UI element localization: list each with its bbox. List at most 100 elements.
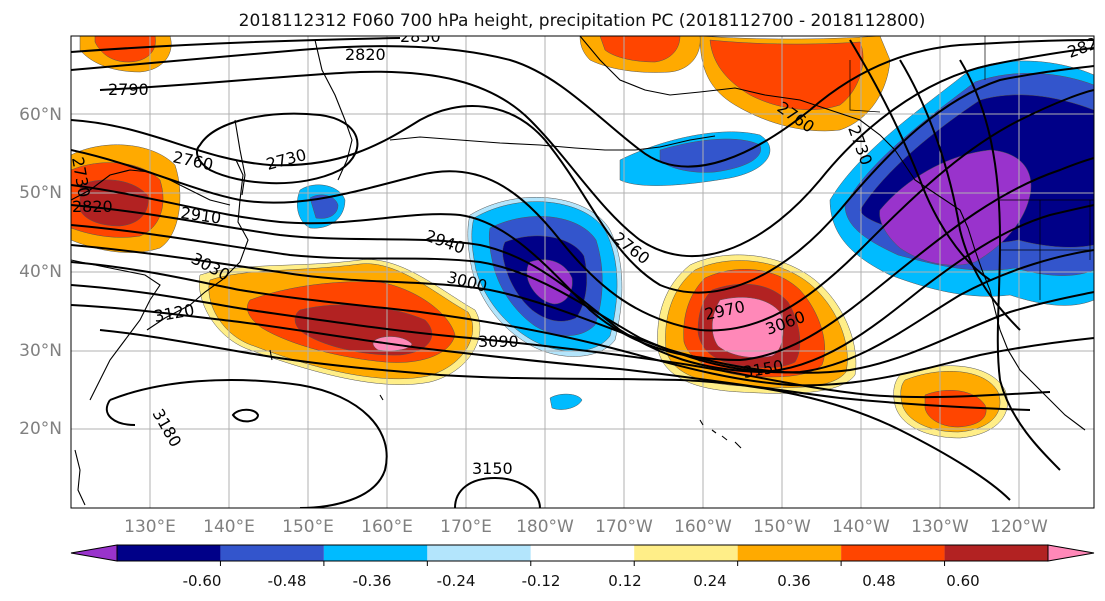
- negative-anomaly-small-blue: [309, 194, 339, 219]
- contour-3150-ring-south: [454, 476, 541, 508]
- contour-2820: [71, 39, 1094, 168]
- coast-state-borders: [1000, 199, 1094, 300]
- contour-label-2820: 2820: [345, 45, 386, 64]
- contour-label-3150-south: 3150: [472, 459, 513, 478]
- map-frame: [70, 35, 1095, 509]
- contour-label-3090: 3090: [478, 332, 519, 351]
- lat-label-30n: 30°N: [19, 341, 62, 361]
- coast-alaska: [579, 36, 896, 151]
- contour-2820b: [71, 89, 1094, 332]
- contour-label-2790: 2790: [108, 80, 149, 99]
- coast-aleutians: [389, 135, 716, 151]
- colorbar-cells: [70, 544, 1095, 562]
- contour-3090: [71, 284, 1051, 399]
- colorbar-ticks: [219, 561, 946, 566]
- contour-3180-ring: [105, 379, 388, 508]
- lat-label-60n: 60°N: [19, 105, 62, 125]
- contour-2730-ring: [196, 112, 359, 185]
- contour-2790: [99, 47, 1094, 257]
- colorbar: -0.60 -0.48 -0.36 -0.24 -0.12 0.12 0.24 …: [70, 544, 1095, 590]
- colorbar-label: -0.24: [437, 572, 476, 590]
- contour-small-ring: [231, 408, 260, 423]
- lon-label-170w: 170°W: [595, 517, 653, 537]
- lon-label-160w: 160°W: [674, 517, 732, 537]
- colorbar-outline: [116, 544, 1049, 562]
- colorbar-label: -0.48: [268, 572, 307, 590]
- lat-label-50n: 50°N: [19, 183, 62, 203]
- positive-anomaly-alaska: [699, 36, 891, 132]
- contour-2850: [71, 37, 401, 53]
- contour-2760a: [71, 65, 1094, 294]
- colorbar-cell: [944, 545, 1048, 561]
- coast-kamchatka: [314, 39, 353, 181]
- contour-2910: [71, 204, 1094, 374]
- colorbar-label: -0.12: [522, 572, 561, 590]
- contour-label-2850: 2850: [400, 27, 441, 46]
- lon-label-130e: 130°E: [124, 517, 176, 537]
- colorbar-labels: -0.60 -0.48 -0.36 -0.24 -0.12 0.12 0.24 …: [183, 572, 980, 590]
- coast-islands: [74, 349, 384, 506]
- colorbar-cell: [530, 545, 635, 561]
- coast-sakhalin: [234, 119, 246, 196]
- lon-label-130w: 130°W: [911, 517, 969, 537]
- colorbar-label: 0.12: [608, 572, 641, 590]
- contour-east-trough: [959, 59, 1061, 471]
- contour-3120: [71, 304, 1031, 411]
- map-title: 2018112312 F060 700 hPa height, precipit…: [239, 11, 926, 31]
- colorbar-cell: [117, 545, 221, 561]
- lon-label-170e: 170°E: [440, 517, 492, 537]
- colorbar-label: -0.60: [183, 572, 222, 590]
- map-panel: 2850 2820 2790 2760 2730 2910 3030 2940 …: [68, 27, 1095, 509]
- colorbar-label: 0.24: [693, 572, 726, 590]
- contour-label-2820-w: 2820: [72, 197, 113, 216]
- contour-mid-low: [849, 39, 991, 281]
- lat-label-40n: 40°N: [19, 262, 62, 282]
- colorbar-label: 0.60: [946, 572, 979, 590]
- positive-anomaly-west: [71, 144, 181, 253]
- positive-anomaly-north-redorange: [599, 36, 681, 63]
- colorbar-cell: [427, 545, 531, 561]
- lon-label-140w: 140°W: [832, 517, 890, 537]
- negative-anomaly-tiny: [549, 393, 583, 410]
- positive-anomaly-pacific-pink: [712, 297, 784, 358]
- lon-label-150w: 150°W: [753, 517, 811, 537]
- colorbar-cell: [323, 545, 428, 561]
- colorbar-cell: [737, 545, 842, 561]
- longitude-labels: 130°E 140°E 150°E 160°E 170°E 180°W 170°…: [124, 517, 1048, 537]
- contour-3000: [71, 244, 1094, 374]
- negative-anomaly-alaska: [619, 131, 771, 186]
- lat-label-20n: 20°N: [19, 419, 62, 439]
- map-content: 2850 2820 2790 2760 2730 2910 3030 2940 …: [68, 27, 1094, 508]
- latitude-labels: 60°N 50°N 40°N 30°N 20°N: [19, 105, 62, 439]
- positive-anomaly-alaska-redorange: [709, 39, 864, 110]
- colorbar-label: 0.48: [862, 572, 895, 590]
- colorbar-label: -0.36: [353, 572, 392, 590]
- coast-north-america: [894, 149, 1086, 431]
- lon-label-120w: 120°W: [990, 517, 1048, 537]
- colorbar-cell: [220, 545, 324, 561]
- coast-japan: [146, 159, 249, 331]
- contour-label-2730-w: 2730: [68, 155, 94, 198]
- positive-anomaly-west-darkred: [79, 179, 149, 227]
- colorbar-cell: [634, 545, 738, 561]
- colorbar-extend-min: [70, 544, 118, 562]
- coast-hawaii: [699, 419, 742, 449]
- colorbar-extend-max: [1047, 544, 1095, 562]
- contour-3150: [99, 329, 1011, 501]
- lon-label-140e: 140°E: [203, 517, 255, 537]
- contour-3030: [71, 261, 1094, 387]
- coastlines: [71, 36, 1094, 506]
- positive-anomaly-north: [579, 36, 701, 73]
- lon-label-150e: 150°E: [282, 517, 334, 537]
- graticule: [71, 36, 1094, 508]
- height-contours: [71, 37, 1094, 508]
- negative-anomaly-alaska-blue: [659, 138, 762, 173]
- colorbar-cell: [841, 545, 945, 561]
- negative-anomaly-tiny-cyan: [549, 393, 583, 410]
- colorbar-label: 0.36: [777, 572, 810, 590]
- contour-east-trough-2: [899, 59, 1021, 331]
- contour-2940: [71, 224, 1094, 374]
- lon-label-160e: 160°E: [361, 517, 413, 537]
- lon-label-180w: 180°W: [516, 517, 574, 537]
